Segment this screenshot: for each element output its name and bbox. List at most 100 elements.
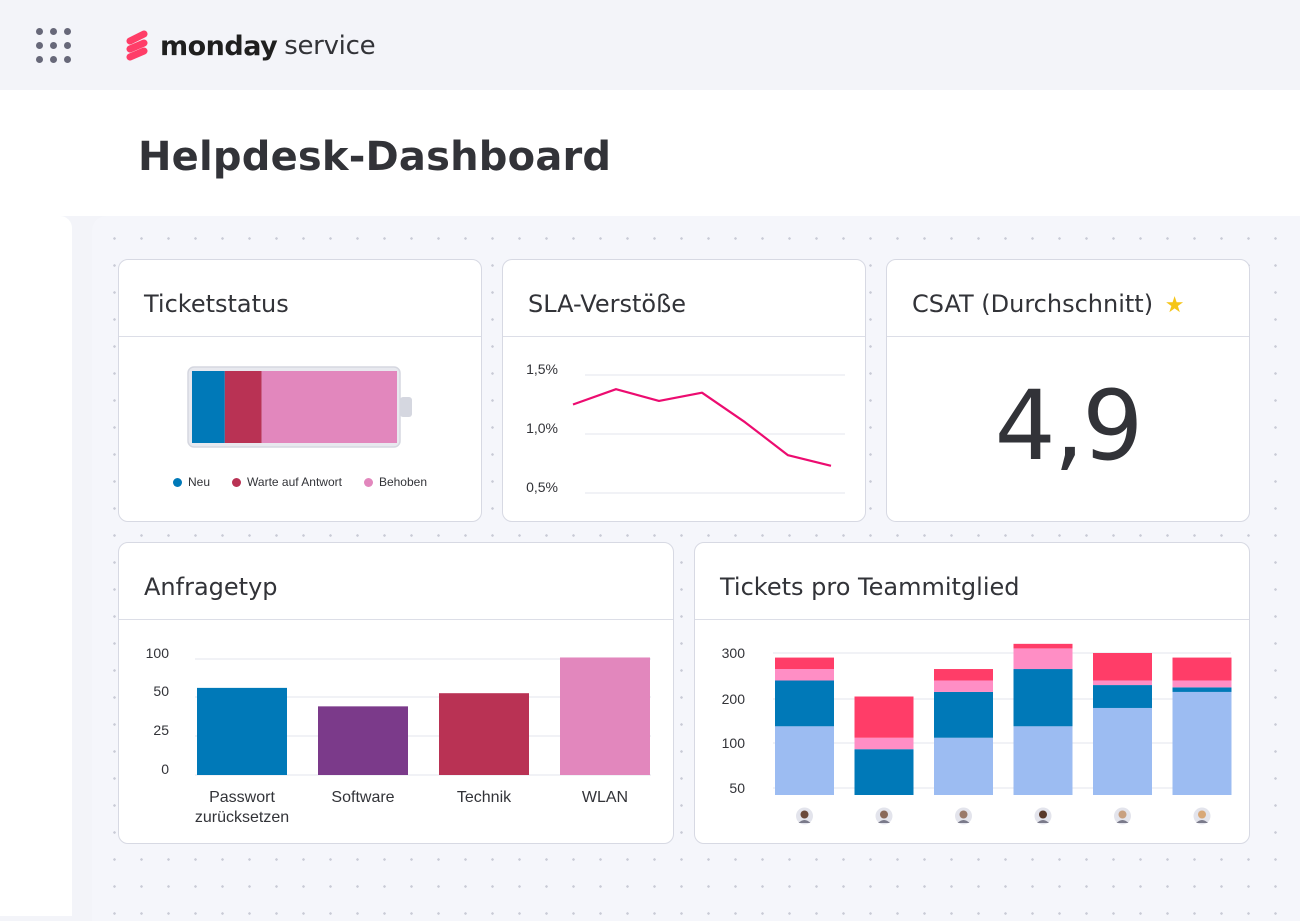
y-tick-label: 100 [722,735,746,751]
avatar-3-icon [955,807,972,825]
brand-name: monday [160,30,278,62]
battery-segment [224,371,262,443]
stacked-bar-segment [1172,687,1232,692]
legend-label: Behoben [378,475,427,489]
avatar-shoulders [957,820,970,823]
left-sidebar [0,216,72,916]
avatar-shoulders [1037,820,1049,823]
avatar-face [1118,810,1127,819]
battery-segments [192,371,397,443]
avatar-shoulders [798,820,811,823]
stacked-bar-segment [934,691,993,738]
legend-item-neu: Neu [173,475,210,489]
widget-tickets-per-member[interactable]: Tickets pro Teammitglied 300 200 100 50 [694,542,1250,844]
stacked-bar-segment [1093,653,1152,681]
top-bar: monday service [0,0,1300,90]
stacked-bar-segment [854,737,914,750]
battery-chart [187,366,412,448]
request-type-bar-chart: 100 50 25 0 Passwort zurücksetzen Software Tech… [146,645,651,826]
stacked-bar-segment [775,657,834,670]
widget-title: Ticketstatus [144,290,289,318]
widget-title: CSAT (Durchschnitt) ★ [912,278,1184,318]
stacked-bar-segment [1013,726,1073,795]
stacked-bar-segment [775,726,834,795]
legend-item-resolved: Behoben [363,475,427,489]
y-tick-label: 300 [722,645,746,661]
title-band [0,90,1300,216]
avatar-face [1039,810,1047,819]
brand-logo[interactable]: monday service [124,26,376,66]
widget-header: SLA-Verstöße [503,260,865,337]
bar [318,706,408,775]
widget-header: Tickets pro Teammitglied [695,543,1249,620]
stacked-bar-segment [934,669,993,681]
avatar-face [800,810,809,819]
star-icon: ★ [1164,293,1185,318]
avatar-face [959,810,968,819]
widget-title-text: CSAT (Durchschnitt) [912,290,1154,318]
widget-title: SLA-Verstöße [528,290,686,318]
x-tick-label: Software [331,789,394,806]
battery-cap [400,397,412,417]
avatar-face [1198,810,1206,819]
legend-item-waiting: Warte auf Antwort [232,475,342,489]
legend-dot [232,477,242,487]
y-tick-label: 50 [729,780,745,796]
y-tick-label: 0,5% [526,479,558,495]
battery-segment [192,371,225,443]
stacked-bar-segment [1093,680,1152,686]
sla-line-series [572,388,832,467]
stacked-bar-segment [934,680,993,692]
avatar-4-icon [1034,807,1052,825]
avatar-6-icon [1193,807,1211,825]
avatar-shoulders [1196,820,1208,823]
avatar-1-icon [796,807,813,825]
x-tick-label: zurücksetzen [195,809,289,826]
legend-label: Warte auf Antwort [247,475,342,489]
sla-line-chart: 1,5% 1,0% 0,5% [526,361,845,495]
stacked-bar-segment [1172,691,1232,795]
avatar-shoulders [1116,820,1129,823]
x-tick-label: Technik [457,789,512,806]
stacked-bar-segment [1172,680,1232,688]
tickets-per-member-stacked-chart: 300 200 100 50 [722,643,1232,825]
stacked-bar-segment [775,669,834,681]
stacked-bar-segment [1013,669,1073,727]
csat-value: 4,9 [994,370,1144,482]
y-tick-label: 100 [146,645,170,661]
legend-dot [363,477,373,487]
y-tick-label: 1,5% [526,361,558,377]
stacked-bar-segment [934,737,993,795]
legend-label: Neu [188,475,211,489]
stacked-bar-segment [1172,657,1232,681]
y-tick-label: 1,0% [526,420,558,436]
avatar-shoulders [878,820,890,823]
monday-logo-icon [126,30,148,61]
x-tick-label: Passwort [209,789,275,806]
brand-product: service [284,31,376,61]
y-tick-label: 25 [153,722,169,738]
widget-title: Anfragetyp [144,573,278,601]
stacked-bar-segment [1093,685,1152,708]
y-tick-label: 50 [153,683,169,699]
widget-title: Tickets pro Teammitglied [720,573,1020,601]
x-tick-label: WLAN [582,789,628,806]
avatar-face [880,810,888,819]
bar [560,657,650,775]
stacked-bar-segment [1013,643,1073,649]
legend-dot [173,477,182,487]
widget-header: Ticketstatus [119,260,481,337]
stacked-bar-segment [854,696,914,738]
widget-sla-violations[interactable]: SLA-Verstöße 1,5% 1,0% 0,5% [502,259,866,522]
bar [439,693,529,775]
widget-csat[interactable]: CSAT (Durchschnitt) ★ 4,9 [886,259,1250,522]
widget-request-type[interactable]: Anfragetyp 100 50 25 0 Passwort zurücksetzen S… [118,542,674,844]
widget-header: Anfragetyp [119,543,673,620]
app-switcher-icon[interactable] [36,28,72,64]
widget-ticket-status[interactable]: Ticketstatus Neu Warte auf Antwort Behob… [118,259,482,522]
stacked-bar-segment [1013,648,1073,670]
widget-header: CSAT (Durchschnitt) ★ [887,260,1249,337]
avatar-5-icon [1114,807,1131,825]
bar [197,687,287,775]
page-title: Helpdesk-Dashboard [138,134,612,180]
